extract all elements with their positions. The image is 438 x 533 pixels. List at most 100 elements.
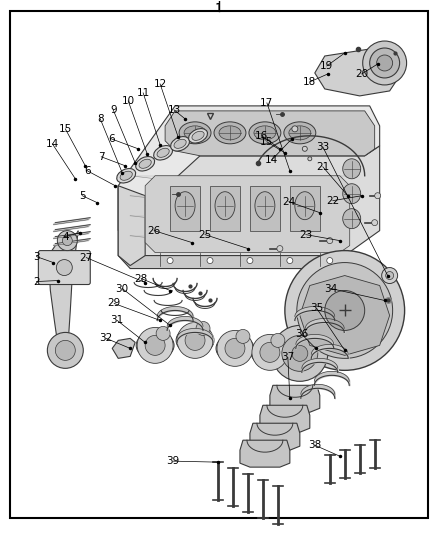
- Text: 7: 7: [98, 152, 105, 162]
- Ellipse shape: [139, 159, 151, 168]
- Ellipse shape: [176, 326, 214, 354]
- FancyBboxPatch shape: [39, 251, 90, 285]
- Text: 14: 14: [46, 139, 59, 149]
- Ellipse shape: [184, 126, 206, 140]
- Circle shape: [156, 326, 170, 341]
- Ellipse shape: [251, 338, 289, 366]
- Ellipse shape: [174, 139, 186, 148]
- Circle shape: [225, 338, 245, 358]
- Ellipse shape: [214, 122, 246, 144]
- Circle shape: [145, 335, 165, 356]
- Text: 37: 37: [281, 352, 294, 362]
- Text: 5: 5: [79, 191, 85, 201]
- Polygon shape: [250, 423, 300, 450]
- Circle shape: [292, 126, 298, 132]
- Polygon shape: [112, 338, 135, 358]
- Polygon shape: [300, 276, 390, 356]
- Polygon shape: [260, 405, 310, 432]
- Ellipse shape: [343, 159, 361, 179]
- Polygon shape: [315, 49, 399, 96]
- Text: 1: 1: [215, 2, 223, 14]
- Circle shape: [62, 236, 72, 246]
- Text: 4: 4: [62, 232, 69, 241]
- Ellipse shape: [219, 126, 241, 140]
- Ellipse shape: [255, 192, 275, 220]
- Circle shape: [196, 321, 210, 335]
- Ellipse shape: [136, 157, 155, 171]
- Circle shape: [363, 41, 406, 85]
- Circle shape: [325, 290, 365, 330]
- Ellipse shape: [117, 168, 136, 183]
- Text: 28: 28: [134, 273, 148, 284]
- Polygon shape: [165, 111, 374, 156]
- Polygon shape: [53, 239, 90, 246]
- Circle shape: [292, 345, 308, 361]
- Polygon shape: [118, 106, 380, 231]
- Text: 23: 23: [299, 230, 312, 240]
- Circle shape: [272, 326, 328, 381]
- Text: 13: 13: [167, 105, 181, 115]
- Text: 24: 24: [282, 197, 296, 207]
- Ellipse shape: [343, 184, 361, 204]
- Text: 20: 20: [355, 69, 368, 79]
- Circle shape: [260, 342, 280, 362]
- Text: 26: 26: [148, 225, 161, 236]
- Text: 34: 34: [324, 284, 337, 294]
- Text: 1: 1: [215, 3, 223, 13]
- Ellipse shape: [154, 146, 173, 160]
- Circle shape: [377, 55, 392, 71]
- Text: 15: 15: [59, 124, 72, 134]
- Text: 16: 16: [255, 131, 268, 141]
- Text: 32: 32: [99, 334, 113, 343]
- Text: 18: 18: [303, 77, 316, 87]
- Polygon shape: [145, 176, 350, 253]
- Polygon shape: [240, 440, 290, 467]
- Circle shape: [370, 48, 399, 78]
- Text: 2: 2: [33, 277, 40, 287]
- Circle shape: [297, 263, 392, 358]
- Ellipse shape: [136, 332, 174, 359]
- Circle shape: [207, 257, 213, 263]
- Ellipse shape: [189, 128, 208, 143]
- Circle shape: [282, 335, 318, 372]
- Circle shape: [271, 334, 285, 348]
- Ellipse shape: [289, 126, 311, 140]
- Ellipse shape: [295, 192, 315, 220]
- Polygon shape: [48, 231, 78, 352]
- Ellipse shape: [254, 126, 276, 140]
- Ellipse shape: [179, 122, 211, 144]
- Polygon shape: [53, 217, 90, 224]
- Ellipse shape: [120, 171, 132, 180]
- Circle shape: [277, 246, 283, 252]
- Ellipse shape: [215, 192, 235, 220]
- Polygon shape: [118, 185, 145, 265]
- Text: 36: 36: [295, 329, 308, 340]
- Text: 33: 33: [316, 142, 329, 152]
- Text: 6: 6: [84, 166, 91, 176]
- Text: 25: 25: [198, 230, 212, 240]
- Circle shape: [302, 146, 307, 151]
- Text: 39: 39: [166, 456, 180, 466]
- Circle shape: [55, 341, 75, 360]
- Ellipse shape: [192, 131, 204, 140]
- Circle shape: [374, 193, 381, 199]
- Circle shape: [177, 322, 213, 358]
- Bar: [210, 185, 240, 231]
- Circle shape: [185, 330, 205, 350]
- Circle shape: [247, 257, 253, 263]
- Text: 22: 22: [326, 196, 339, 206]
- Text: 12: 12: [153, 79, 167, 89]
- Circle shape: [252, 334, 288, 370]
- Circle shape: [372, 220, 378, 225]
- Polygon shape: [270, 385, 320, 412]
- Polygon shape: [53, 224, 90, 232]
- Text: 31: 31: [110, 316, 124, 326]
- Bar: [170, 185, 200, 231]
- Circle shape: [308, 157, 312, 161]
- Text: 15: 15: [260, 137, 273, 147]
- Bar: [290, 185, 320, 231]
- Ellipse shape: [157, 148, 169, 157]
- Ellipse shape: [284, 122, 316, 144]
- Text: 14: 14: [265, 155, 279, 165]
- Text: 9: 9: [110, 105, 117, 115]
